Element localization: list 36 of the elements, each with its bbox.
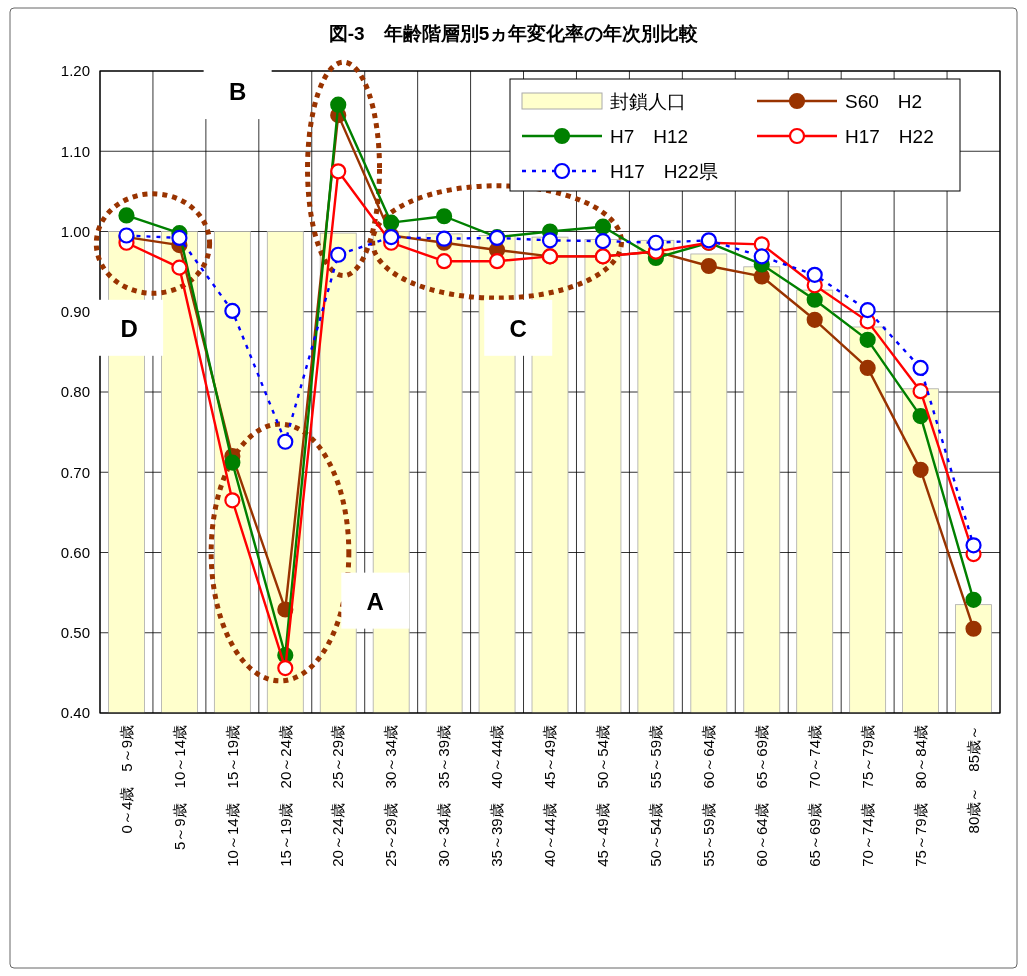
annotation: C (509, 314, 527, 342)
chart-title: 図-3 年齢階層別5ヵ年変化率の年次別比較 (328, 23, 700, 44)
y-tick-label: 0.70 (60, 463, 90, 481)
y-tick-label: 1.00 (60, 222, 90, 240)
x-tick-label: 15～19歳 20～24歳 (276, 725, 294, 867)
y-tick-label: 1.10 (60, 142, 90, 160)
x-tick-label: 30～34歳 35～39歳 (435, 725, 453, 867)
x-tick-label: 55～59歳 60～64歳 (700, 725, 718, 867)
legend-label: H7 H12 (610, 126, 689, 147)
x-tick-label: 0～4歳 5～9歳 (117, 725, 135, 834)
x-tick-label: 75～79歳 80～84歳 (911, 725, 929, 867)
y-tick-label: 0.40 (60, 704, 90, 722)
annotation: D (120, 314, 138, 342)
y-tick-label: 0.60 (60, 543, 90, 561)
x-tick-label: 25～29歳 30～34歳 (382, 725, 400, 867)
x-tick-label: 50～54歳 55～59歳 (647, 725, 665, 867)
x-tick-label: 5～9歳 10～14歳 (170, 725, 188, 851)
y-tick-label: 0.50 (60, 624, 90, 642)
legend-label: 封鎖人口 (610, 91, 686, 112)
y-tick-label: 0.90 (60, 303, 90, 321)
x-tick-label: 80歳～ 85歳～ (964, 725, 982, 834)
x-tick-label: 10～14歳 15～19歳 (223, 725, 241, 867)
x-tick-label: 60～64歳 65～69歳 (753, 725, 771, 867)
legend-label: H17 H22県 (610, 161, 718, 182)
annotation: A (366, 587, 384, 615)
x-tick-label: 20～24歳 25～29歳 (329, 725, 347, 867)
legend-label: H17 H22 (845, 126, 934, 147)
x-tick-label: 65～69歳 70～74歳 (805, 725, 823, 867)
y-tick-label: 1.20 (60, 62, 90, 80)
x-tick-label: 45～49歳 50～54歳 (594, 725, 612, 867)
annotation: B (228, 78, 247, 106)
x-tick-label: 40～44歳 45～49歳 (541, 725, 559, 867)
x-tick-label: 70～74歳 75～79歳 (858, 725, 876, 867)
x-tick-label: 35～39歳 40～44歳 (488, 725, 506, 867)
y-tick-label: 0.80 (60, 383, 90, 401)
legend-label: S60 H2 (845, 91, 923, 112)
